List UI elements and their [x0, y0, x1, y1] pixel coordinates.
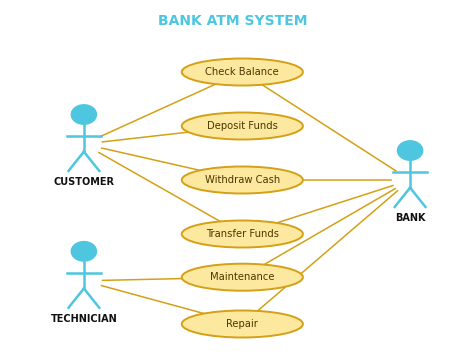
- Circle shape: [397, 141, 423, 160]
- Text: Deposit Funds: Deposit Funds: [207, 121, 278, 131]
- Text: Transfer Funds: Transfer Funds: [206, 229, 279, 239]
- Text: TECHNICIAN: TECHNICIAN: [50, 314, 117, 324]
- Ellipse shape: [182, 264, 303, 291]
- Text: BANK ATM SYSTEM: BANK ATM SYSTEM: [158, 14, 308, 28]
- Text: Check Balance: Check Balance: [206, 67, 279, 77]
- Ellipse shape: [182, 310, 303, 338]
- Ellipse shape: [182, 112, 303, 139]
- Text: Withdraw Cash: Withdraw Cash: [205, 175, 280, 185]
- Ellipse shape: [182, 58, 303, 85]
- Text: Maintenance: Maintenance: [210, 272, 274, 282]
- Text: BANK: BANK: [395, 213, 425, 223]
- Text: CUSTOMER: CUSTOMER: [54, 177, 114, 187]
- Circle shape: [71, 242, 96, 261]
- Ellipse shape: [182, 166, 303, 194]
- Circle shape: [71, 105, 96, 124]
- Text: Repair: Repair: [226, 319, 258, 329]
- Ellipse shape: [182, 220, 303, 248]
